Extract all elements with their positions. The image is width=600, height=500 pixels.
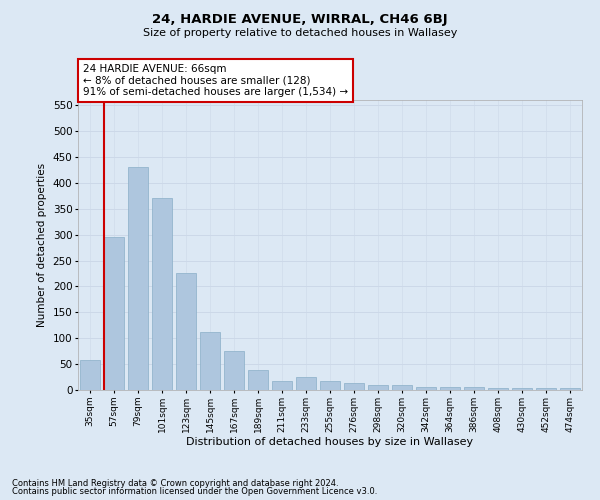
Bar [224,351,244,390]
Bar [560,388,580,390]
Text: 24, HARDIE AVENUE, WIRRAL, CH46 6BJ: 24, HARDIE AVENUE, WIRRAL, CH46 6BJ [152,12,448,26]
Text: Contains public sector information licensed under the Open Government Licence v3: Contains public sector information licen… [12,487,377,496]
Text: 24 HARDIE AVENUE: 66sqm
← 8% of detached houses are smaller (128)
91% of semi-de: 24 HARDIE AVENUE: 66sqm ← 8% of detached… [83,64,348,97]
Bar [368,386,388,390]
Text: Size of property relative to detached houses in Wallasey: Size of property relative to detached ho… [143,28,457,38]
Bar [128,168,148,390]
Bar [248,370,268,390]
Text: Contains HM Land Registry data © Crown copyright and database right 2024.: Contains HM Land Registry data © Crown c… [12,478,338,488]
Bar [176,274,196,390]
Bar [296,376,316,390]
X-axis label: Distribution of detached houses by size in Wallasey: Distribution of detached houses by size … [187,438,473,448]
Y-axis label: Number of detached properties: Number of detached properties [37,163,47,327]
Bar [104,237,124,390]
Bar [272,381,292,390]
Bar [536,388,556,390]
Bar [344,384,364,390]
Bar [200,332,220,390]
Bar [392,386,412,390]
Bar [416,387,436,390]
Bar [488,388,508,390]
Bar [80,360,100,390]
Bar [464,388,484,390]
Bar [512,388,532,390]
Bar [152,198,172,390]
Bar [320,381,340,390]
Bar [440,387,460,390]
